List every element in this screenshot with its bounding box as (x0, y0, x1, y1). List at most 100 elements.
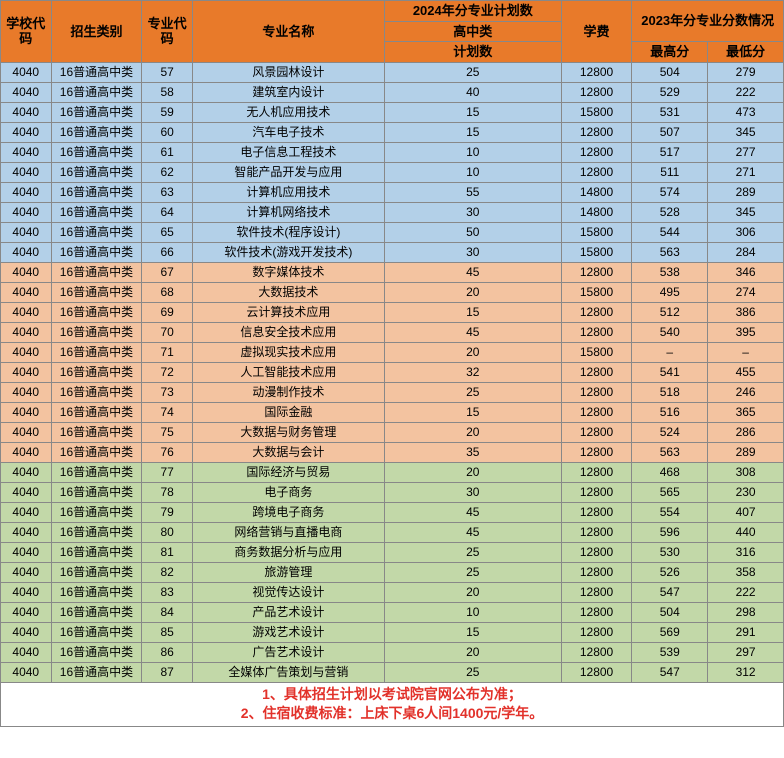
cell-tuition: 14800 (561, 182, 632, 202)
cell-school_code: 4040 (1, 182, 52, 202)
cell-major_code: 66 (142, 242, 193, 262)
cell-plan: 25 (384, 382, 561, 402)
table-row: 404016普通高中类71虚拟现实技术应用2015800–– (1, 342, 784, 362)
col-plan-2024: 2024年分专业计划数 (384, 1, 561, 22)
cell-max: 563 (632, 442, 708, 462)
table-row: 404016普通高中类76大数据与会计3512800563289 (1, 442, 784, 462)
cell-major_name: 软件技术(游戏开发技术) (192, 242, 384, 262)
cell-min: 277 (708, 142, 784, 162)
cell-tuition: 12800 (561, 422, 632, 442)
cell-category: 16普通高中类 (51, 362, 142, 382)
table-row: 404016普通高中类70信息安全技术应用4512800540395 (1, 322, 784, 342)
table-row: 404016普通高中类60汽车电子技术1512800507345 (1, 122, 784, 142)
cell-plan: 25 (384, 562, 561, 582)
table-row: 404016普通高中类63计算机应用技术5514800574289 (1, 182, 784, 202)
cell-max: 517 (632, 142, 708, 162)
cell-category: 16普通高中类 (51, 562, 142, 582)
cell-tuition: 12800 (561, 562, 632, 582)
cell-min: – (708, 342, 784, 362)
cell-tuition: 15800 (561, 342, 632, 362)
cell-major_name: 跨境电子商务 (192, 502, 384, 522)
cell-school_code: 4040 (1, 122, 52, 142)
col-hs-class: 高中类 (384, 21, 561, 42)
cell-min: 316 (708, 542, 784, 562)
cell-tuition: 12800 (561, 622, 632, 642)
table-row: 404016普通高中类85游戏艺术设计1512800569291 (1, 622, 784, 642)
cell-category: 16普通高中类 (51, 522, 142, 542)
cell-tuition: 12800 (561, 402, 632, 422)
cell-plan: 45 (384, 262, 561, 282)
cell-major_code: 73 (142, 382, 193, 402)
cell-major_name: 商务数据分析与应用 (192, 542, 384, 562)
cell-school_code: 4040 (1, 102, 52, 122)
cell-school_code: 4040 (1, 422, 52, 442)
table-row: 404016普通高中类67数字媒体技术4512800538346 (1, 262, 784, 282)
cell-school_code: 4040 (1, 542, 52, 562)
cell-plan: 25 (384, 542, 561, 562)
cell-plan: 15 (384, 302, 561, 322)
cell-plan: 10 (384, 602, 561, 622)
cell-school_code: 4040 (1, 402, 52, 422)
col-tuition: 学费 (561, 1, 632, 63)
cell-min: 346 (708, 262, 784, 282)
cell-school_code: 4040 (1, 462, 52, 482)
cell-min: 246 (708, 382, 784, 402)
cell-school_code: 4040 (1, 202, 52, 222)
cell-plan: 30 (384, 482, 561, 502)
cell-category: 16普通高中类 (51, 662, 142, 682)
cell-min: 222 (708, 82, 784, 102)
cell-major_name: 动漫制作技术 (192, 382, 384, 402)
col-max-score: 最高分 (632, 42, 708, 63)
cell-max: 531 (632, 102, 708, 122)
col-plan-count: 计划数 (384, 42, 561, 63)
cell-plan: 50 (384, 222, 561, 242)
cell-plan: 32 (384, 362, 561, 382)
cell-school_code: 4040 (1, 562, 52, 582)
cell-tuition: 12800 (561, 382, 632, 402)
cell-major_code: 58 (142, 82, 193, 102)
table-row: 404016普通高中类74国际金融1512800516365 (1, 402, 784, 422)
cell-tuition: 15800 (561, 242, 632, 262)
cell-school_code: 4040 (1, 502, 52, 522)
cell-major_name: 风景园林设计 (192, 62, 384, 82)
cell-major_name: 人工智能技术应用 (192, 362, 384, 382)
cell-major_name: 大数据与会计 (192, 442, 384, 462)
cell-category: 16普通高中类 (51, 402, 142, 422)
cell-max: 569 (632, 622, 708, 642)
cell-school_code: 4040 (1, 282, 52, 302)
cell-category: 16普通高中类 (51, 342, 142, 362)
cell-category: 16普通高中类 (51, 502, 142, 522)
cell-plan: 10 (384, 162, 561, 182)
cell-tuition: 12800 (561, 362, 632, 382)
cell-major_code: 80 (142, 522, 193, 542)
col-score-2023: 2023年分专业分数情况 (632, 1, 784, 42)
table-row: 404016普通高中类69云计算技术应用1512800512386 (1, 302, 784, 322)
cell-category: 16普通高中类 (51, 442, 142, 462)
cell-major_name: 广告艺术设计 (192, 642, 384, 662)
col-category: 招生类别 (51, 1, 142, 63)
cell-major_code: 74 (142, 402, 193, 422)
cell-plan: 15 (384, 102, 561, 122)
cell-min: 291 (708, 622, 784, 642)
cell-plan: 25 (384, 62, 561, 82)
cell-max: 547 (632, 582, 708, 602)
table-row: 404016普通高中类81商务数据分析与应用2512800530316 (1, 542, 784, 562)
cell-school_code: 4040 (1, 62, 52, 82)
table-row: 404016普通高中类57风景园林设计2512800504279 (1, 62, 784, 82)
cell-category: 16普通高中类 (51, 582, 142, 602)
cell-plan: 25 (384, 662, 561, 682)
cell-major_code: 69 (142, 302, 193, 322)
cell-major_name: 全媒体广告策划与营销 (192, 662, 384, 682)
cell-plan: 20 (384, 422, 561, 442)
cell-school_code: 4040 (1, 222, 52, 242)
cell-tuition: 12800 (561, 642, 632, 662)
cell-major_code: 71 (142, 342, 193, 362)
cell-min: 297 (708, 642, 784, 662)
table-row: 404016普通高中类73动漫制作技术2512800518246 (1, 382, 784, 402)
table-row: 404016普通高中类83视觉传达设计2012800547222 (1, 582, 784, 602)
table-row: 404016普通高中类64计算机网络技术3014800528345 (1, 202, 784, 222)
cell-max: 541 (632, 362, 708, 382)
cell-min: 440 (708, 522, 784, 542)
cell-school_code: 4040 (1, 262, 52, 282)
cell-major_name: 国际经济与贸易 (192, 462, 384, 482)
